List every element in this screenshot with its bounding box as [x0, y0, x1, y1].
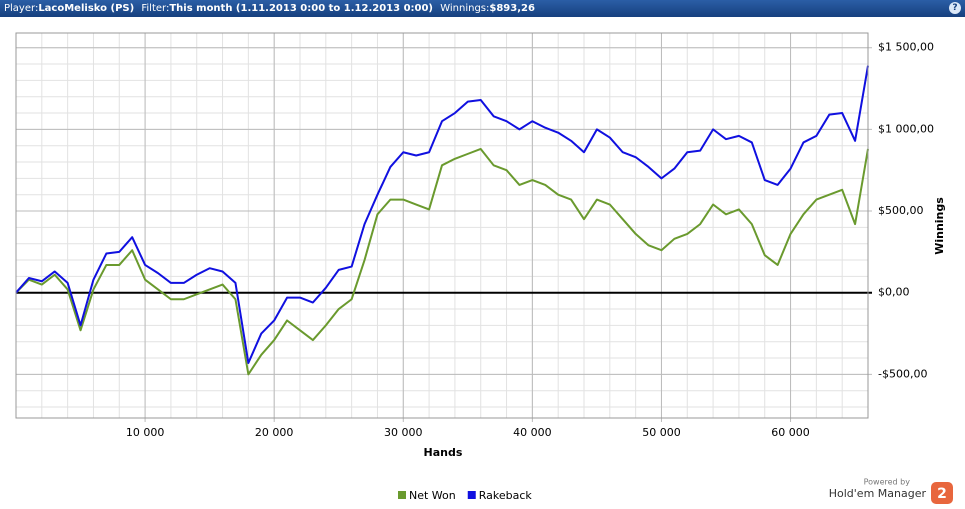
- lines: [15, 65, 872, 376]
- x-tick-label: 20 000: [255, 426, 294, 439]
- x-tick-label: 10 000: [126, 426, 165, 439]
- y-tick-label: $500,00: [878, 204, 924, 217]
- help-button[interactable]: ?: [949, 2, 961, 14]
- grid: [15, 33, 872, 422]
- filter: This month (1.11.2013 0:00 to 1.12.2013 …: [169, 3, 434, 14]
- x-tick-label: 60 000: [771, 426, 810, 439]
- y-tick-label: -$500,00: [878, 367, 927, 380]
- series-line: [15, 147, 869, 376]
- winnings-label: Winnings:: [440, 3, 490, 14]
- y-tick-label: $0,00: [878, 286, 910, 299]
- y-tick-label: $1 500,00: [878, 41, 934, 54]
- winnings: $893,26: [489, 3, 535, 14]
- x-tick-label: 50 000: [642, 426, 681, 439]
- logo: [931, 482, 953, 504]
- legend-swatch: [467, 491, 476, 499]
- header-bar: Player:LacoMelisko (PS) Filter:This mont…: [0, 0, 965, 17]
- logo-number: 2: [937, 486, 947, 502]
- legend-label: Net Won: [409, 489, 456, 502]
- x-tick-label: 40 000: [513, 426, 552, 439]
- player-label: Player:: [4, 3, 39, 14]
- player: LacoMelisko (PS): [38, 3, 135, 14]
- x-tick-label: 30 000: [384, 426, 423, 439]
- legend-swatch: [398, 491, 406, 499]
- product-name: Hold'em Manager: [829, 487, 927, 500]
- y-tick-label: $1 000,00: [878, 122, 934, 135]
- y-axis-title: Winnings: [933, 197, 946, 255]
- legend-label: Rakeback: [479, 489, 533, 502]
- plot-frame: [15, 32, 869, 419]
- x-axis-title: Hands: [424, 446, 463, 459]
- filter-label: Filter:: [141, 3, 170, 14]
- powered-by: Powered by: [864, 478, 911, 487]
- series-line: [15, 65, 869, 364]
